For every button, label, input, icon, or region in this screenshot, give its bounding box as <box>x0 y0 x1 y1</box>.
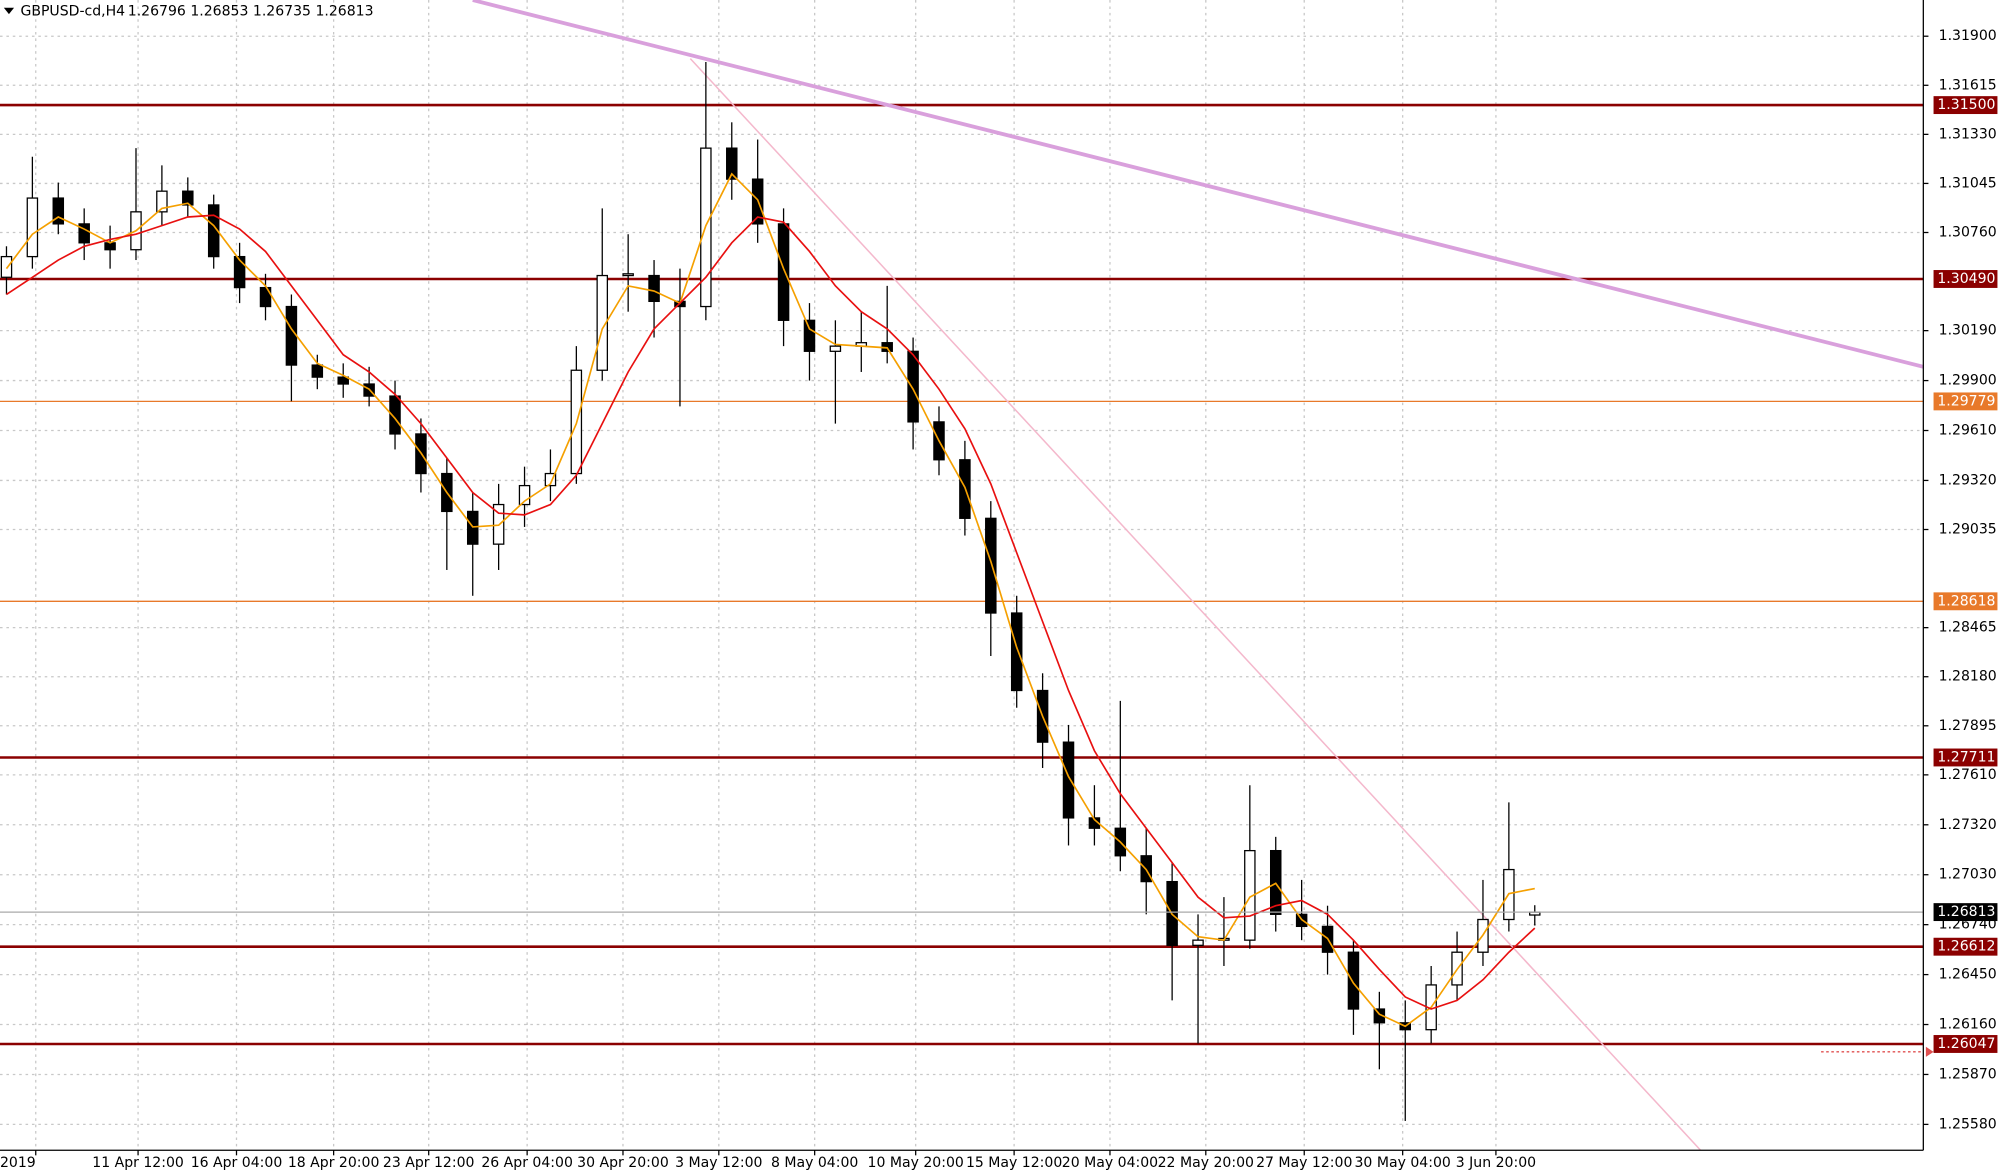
y-tick-label: 1.29320 <box>1939 472 1997 488</box>
candle-body <box>777 223 790 321</box>
x-tick-label: 11 Apr 12:00 <box>92 1155 184 1171</box>
y-tick-label: 1.29035 <box>1939 522 1997 538</box>
candle-body <box>182 190 194 206</box>
candle-body <box>829 345 842 352</box>
trend-line <box>472 0 1924 369</box>
y-tick-label: 1.30190 <box>1939 323 1997 339</box>
candle-body <box>0 255 13 278</box>
candle-body <box>1347 951 1360 1010</box>
moving-average <box>5 172 1535 1028</box>
y-tick-label: 1.30760 <box>1939 224 1997 240</box>
moving-average <box>6 214 1536 1010</box>
level-label: 1.29779 <box>1937 393 1995 409</box>
candle-body <box>311 364 324 378</box>
y-tick-label: 1.27610 <box>1939 767 1997 783</box>
y-tick-label: 1.27895 <box>1939 718 1997 734</box>
candle-body <box>1192 939 1204 946</box>
y-tick-label: 1.25580 <box>1939 1116 1997 1132</box>
x-tick-label: 20 May 04:00 <box>1062 1155 1158 1171</box>
candle-body <box>233 255 246 289</box>
candle-body <box>985 517 997 614</box>
x-tick-label: 30 May 04:00 <box>1355 1155 1451 1171</box>
candle-body <box>1244 849 1256 941</box>
x-tick-label: 16 Apr 04:00 <box>191 1155 283 1171</box>
candle-body <box>622 273 634 277</box>
candle-body <box>52 197 65 225</box>
y-tick-label: 1.31330 <box>1939 126 1997 142</box>
candle-body <box>259 286 272 308</box>
candle-body <box>285 305 298 366</box>
y-tick-label: 1.27030 <box>1939 867 1997 883</box>
level-label: 1.28618 <box>1937 593 1995 609</box>
candle-body <box>1010 612 1023 692</box>
candle-body <box>78 223 90 244</box>
symbol: GBPUSD-cd,H4 <box>20 4 125 20</box>
y-tick-label: 1.29610 <box>1939 423 1997 439</box>
y-tick-label: 1.31900 <box>1939 28 1997 44</box>
y-tick-label: 1.31045 <box>1939 175 1997 191</box>
high: 1.26853 <box>190 4 248 20</box>
trend-line <box>689 58 1702 1151</box>
x-tick-label: 22 May 20:00 <box>1158 1155 1254 1171</box>
y-tick-label: 1.25870 <box>1939 1066 1997 1082</box>
candle-body <box>337 376 349 385</box>
candle-body <box>466 510 479 545</box>
y-tick-label: 1.26450 <box>1939 967 1997 983</box>
level-box <box>1933 96 1998 115</box>
y-tick-label: 1.28180 <box>1939 669 1997 685</box>
current-price-box <box>1933 903 1998 922</box>
current-price-label: 1.26813 <box>1937 904 1995 920</box>
level-label: 1.26047 <box>1937 1036 1995 1052</box>
level-label: 1.26612 <box>1937 939 1995 955</box>
y-tick-label: 1.27320 <box>1939 817 1997 833</box>
candle-body <box>207 204 220 258</box>
candle-body <box>518 484 531 506</box>
x-tick-label: 26 Apr 04:00 <box>481 1155 573 1171</box>
x-tick-label: 3 Jun 20:00 <box>1456 1155 1536 1171</box>
candle-body <box>1062 741 1075 819</box>
y-tick-label: 1.28465 <box>1939 620 1997 636</box>
x-tick-label: 8 May 04:00 <box>771 1155 858 1171</box>
open: 1.26796 <box>128 4 186 20</box>
y-tick-label: 1.26160 <box>1939 1017 1997 1033</box>
x-tick-label: 15 May 12:00 <box>966 1155 1062 1171</box>
candle-body <box>648 274 660 303</box>
candle-body <box>156 190 168 213</box>
y-tick-label: 1.31615 <box>1939 77 1997 93</box>
x-tick-label: 23 Apr 12:00 <box>383 1155 475 1171</box>
candle-body <box>596 274 609 371</box>
x-tick-label: 3 May 12:00 <box>675 1155 762 1171</box>
close: 1.26813 <box>315 4 373 20</box>
level-box <box>1933 748 1998 767</box>
candle-body <box>803 319 816 352</box>
candle-body <box>389 395 401 435</box>
level-label: 1.31500 <box>1937 97 1995 113</box>
x-tick-label: 18 Apr 20:00 <box>288 1155 380 1171</box>
ohlc-values: 1.26796 1.26853 1.26735 1.26813 <box>128 4 374 20</box>
level-box <box>1933 392 1998 411</box>
level-box <box>1933 592 1998 611</box>
y-tick-label: 1.29900 <box>1939 373 1997 389</box>
x-tick-label: 10 May 20:00 <box>868 1155 964 1171</box>
pending-order-arrow <box>1925 1046 1934 1057</box>
low: 1.26735 <box>253 4 311 20</box>
x-tick-label: 30 Apr 20:00 <box>577 1155 669 1171</box>
plot-area <box>0 0 1924 1151</box>
candle-body <box>726 147 738 180</box>
candle-body <box>907 350 919 423</box>
candle-body <box>26 197 39 258</box>
candle-body <box>544 472 557 487</box>
level-box <box>1933 270 1998 288</box>
level-label: 1.27711 <box>1937 749 1995 765</box>
candle-body <box>104 242 116 251</box>
level-label: 1.30490 <box>1937 271 1995 287</box>
menu-icon[interactable] <box>3 7 15 15</box>
level-box <box>1933 937 1998 956</box>
x-tick-label: 27 May 12:00 <box>1256 1155 1352 1171</box>
x-tick-label: 8 Apr 2019 <box>0 1155 36 1171</box>
level-box <box>1933 1035 1998 1053</box>
